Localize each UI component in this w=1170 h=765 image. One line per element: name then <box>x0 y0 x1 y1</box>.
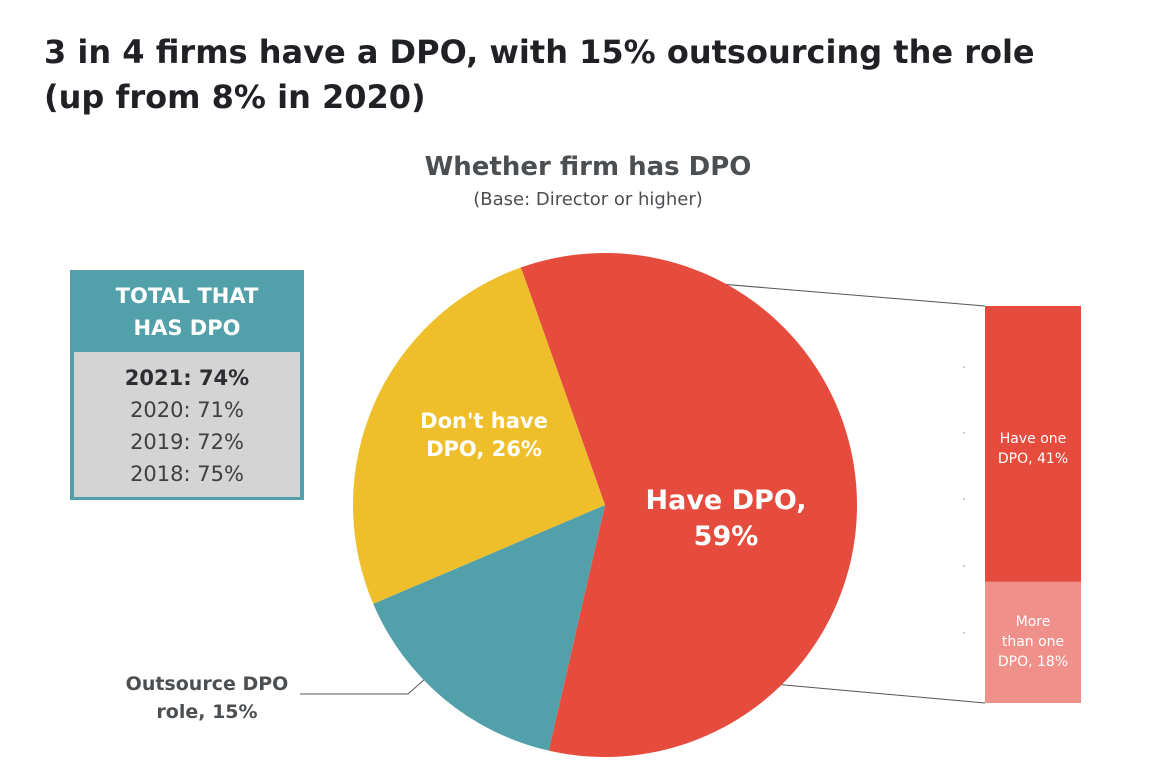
total-dpo-title-line-1: TOTAL THAT <box>115 284 259 308</box>
pie-label-dont-have-dpo: Don't have DPO, 26% <box>420 409 548 461</box>
connector-bottom <box>781 684 986 704</box>
chart-subtitle: (Base: Director or higher) <box>473 189 703 210</box>
bar-label-have-one-dpo: Have one DPO, 41% <box>998 431 1068 467</box>
pie-label-outsource-dpo: Outsource DPO role, 15% <box>126 673 289 723</box>
total-dpo-row-2021: 2021: 74% <box>124 366 250 390</box>
headline-line-1: 3 in 4 firms have a DPO, with 15% outsou… <box>44 33 1035 71</box>
total-dpo-box-title: TOTAL THAT HAS DPO <box>70 280 304 344</box>
bar-label-more-than-one-dpo: More than one DPO, 18% <box>998 614 1068 670</box>
total-dpo-row-2018: 2018: 75% <box>130 462 244 486</box>
bar-segment-more-than-one-dpo <box>985 581 1081 703</box>
chart-labels: Have DPO, 59% Don't have DPO, 26% Outsource … <box>126 409 1068 723</box>
headline-line-2: (up from 8% in 2020) <box>44 78 426 116</box>
total-dpo-row-2019: 2019: 72% <box>130 430 244 454</box>
total-dpo-row-2020: 2020: 71% <box>130 398 244 422</box>
pie-slice-outsource-dpo-role <box>373 505 605 751</box>
pie-label-have-dpo: Have DPO, 59% <box>646 485 807 552</box>
pie-slice-have-dpo <box>520 253 857 758</box>
stacked-bar <box>985 306 1081 703</box>
bar-segment-have-one-dpo <box>985 306 1081 582</box>
pie-slice-don-t-have-dpo <box>353 267 605 604</box>
chart-title: Whether firm has DPO <box>424 152 752 182</box>
total-dpo-box: TOTAL THAT HAS DPO 2021: 74% 2020: 71% 2… <box>70 270 304 500</box>
headline: 3 in 4 firms have a DPO, with 15% outsou… <box>44 30 1044 120</box>
pie-chart <box>353 253 857 758</box>
outsource-leader-line <box>300 672 432 695</box>
total-dpo-values: 2021: 74% 2020: 71% 2019: 72% 2018: 75% <box>74 352 300 497</box>
total-dpo-title-line-2: HAS DPO <box>133 316 241 340</box>
